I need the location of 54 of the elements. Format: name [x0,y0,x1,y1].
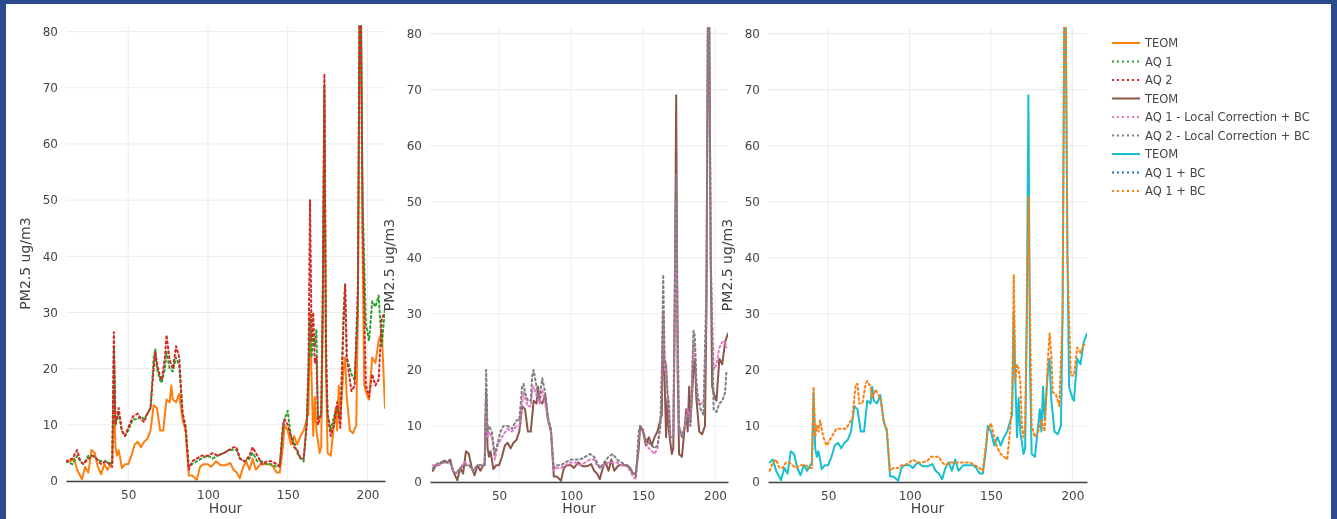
y-tick-label: 10 [42,418,58,433]
x-axis-title: Hour [562,500,597,516]
legend-label: AQ 1 + BC [1145,165,1206,180]
y-tick-label: 20 [406,363,422,378]
legend-label: TEOM [1144,36,1179,50]
y-tick-label: 20 [744,363,760,378]
y-tick-label: 30 [744,307,760,322]
y-tick-label: 80 [406,26,422,41]
y-tick-label: 70 [744,82,760,97]
x-tick-label: 200 [1061,488,1085,503]
y-axis-title: PM2.5 ug/m3 [381,218,397,312]
y-tick-label: 50 [744,195,760,210]
x-tick-label: 100 [560,488,584,503]
y-tick-label: 30 [406,307,422,322]
x-tick-label: 50 [491,488,508,503]
legend-label: AQ 1 + BC [1145,184,1206,198]
x-tick-label: 150 [980,488,1003,503]
x-tick-label: 100 [898,488,922,503]
y-tick-label: 0 [752,475,760,490]
y-tick-label: 60 [744,139,760,154]
y-tick-label: 50 [406,195,422,210]
x-tick-label: 50 [121,487,137,502]
y-tick-label: 70 [406,82,422,97]
y-tick-label: 0 [414,475,422,490]
y-tick-label: 10 [744,419,760,434]
y-tick-label: 0 [50,474,58,489]
legend-label: TEOM [1144,91,1179,106]
y-tick-label: 40 [406,251,422,266]
y-tick-label: 80 [744,26,760,41]
legend-label: AQ 2 - Local Correction + BC [1145,128,1310,143]
y-tick-label: 50 [42,193,58,208]
legend-label: AQ 1 [1145,54,1173,69]
x-tick-label: 100 [197,487,220,502]
y-tick-label: 10 [406,419,422,434]
x-tick-label: 50 [821,488,837,503]
legend-label: AQ 1 - Local Correction + BC [1145,110,1310,124]
x-axis-title: Hour [910,500,945,516]
y-tick-label: 60 [406,139,422,154]
legend-label: TEOM [1144,147,1179,161]
y-axis-title: PM2.5 ug/m3 [719,218,735,312]
x-tick-label: 150 [276,487,300,502]
y-tick-label: 20 [42,361,58,376]
y-tick-label: 40 [42,249,58,264]
y-tick-label: 40 [744,251,760,266]
x-axis-title: Hour [208,500,243,516]
legend-label: AQ 2 [1145,73,1173,87]
y-tick-label: 80 [42,24,58,39]
y-tick-label: 60 [42,137,58,152]
x-tick-label: 150 [632,488,656,503]
y-tick-label: 70 [42,81,58,96]
y-tick-label: 30 [42,305,58,320]
y-axis-title: PM2.5 ug/m3 [17,217,33,310]
x-tick-label: 200 [704,488,727,503]
x-tick-label: 200 [356,487,380,502]
